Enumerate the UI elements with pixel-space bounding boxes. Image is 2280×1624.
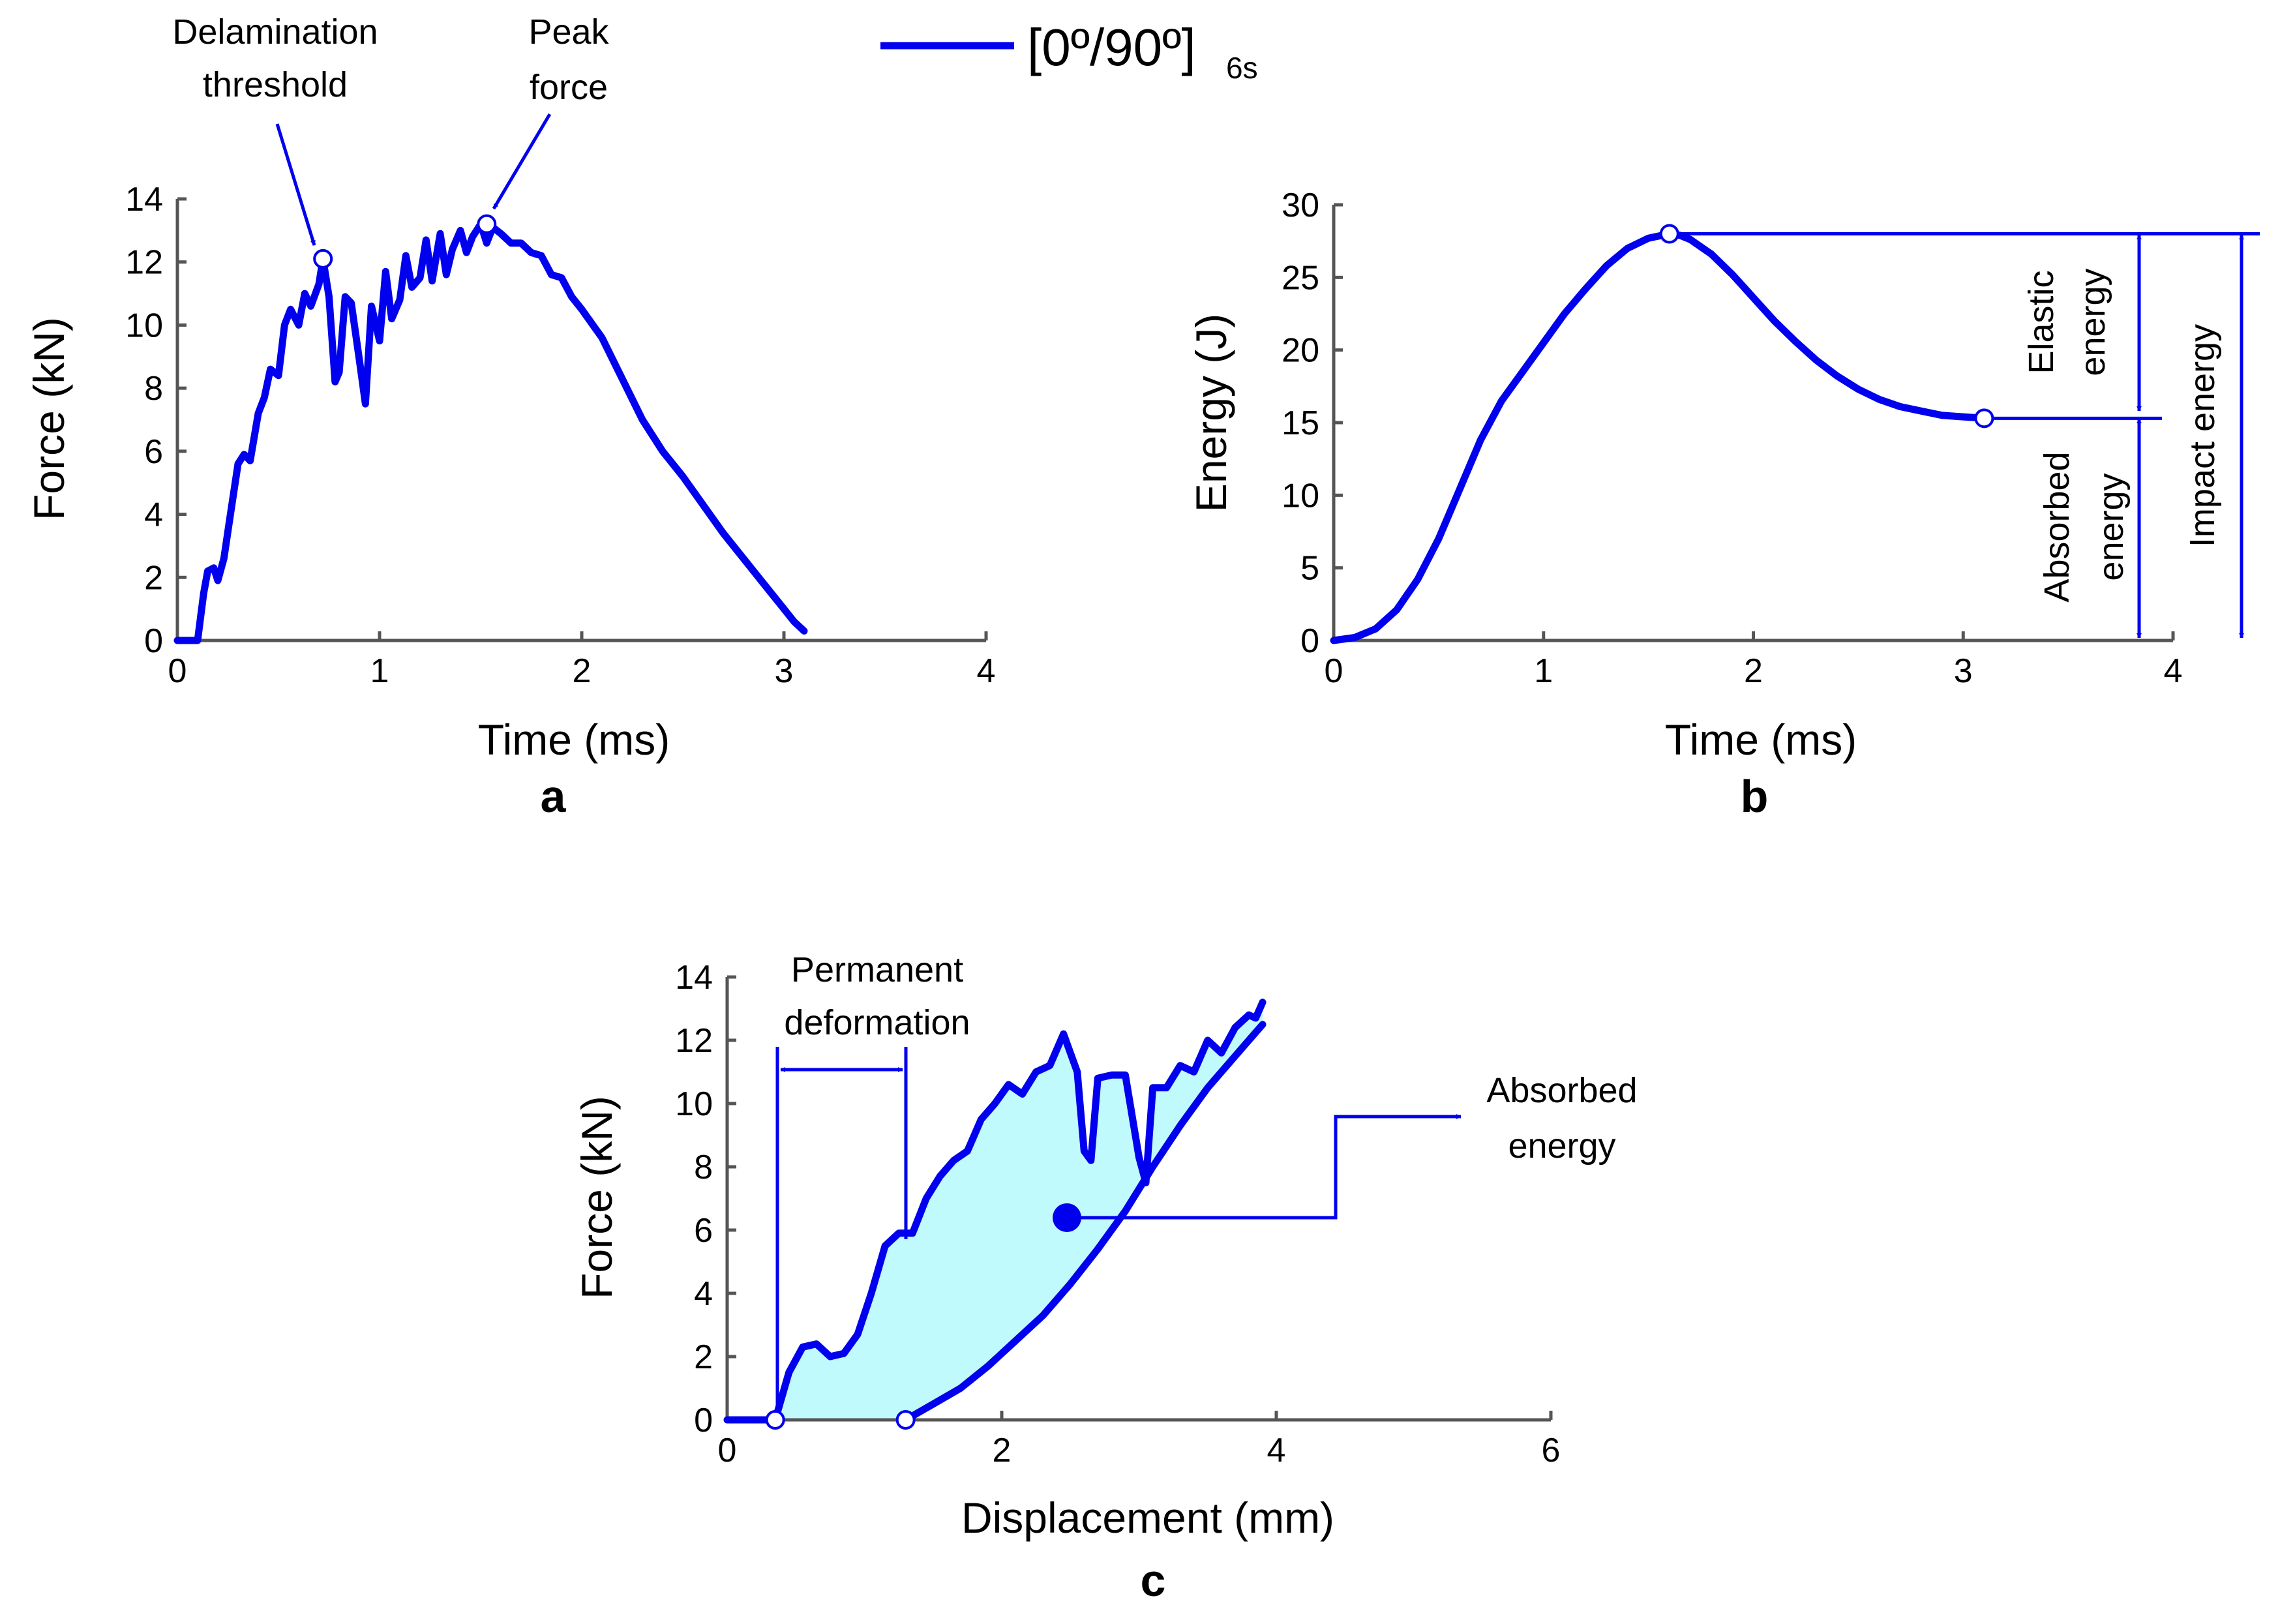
legend-label: [0º/90º] [1027,18,1196,76]
chart-a-ylabel: Force (kN) [25,317,73,520]
chart-a-ytick-label: 0 [144,622,163,660]
chart-b-xtick-label: 4 [2164,652,2183,690]
chart-a-xlabel: Time (ms) [478,715,670,764]
chart-c-panel-label: c [1141,1555,1166,1606]
chart-c: 0 2 4 6 0 2 4 6 8 10 12 14 Displacement (mm) Force … [573,950,1638,1606]
chart-c-ytick-label: 10 [675,1085,713,1123]
chart-b-ytick-label: 5 [1300,550,1319,588]
chart-c-xtick-label: 6 [1542,1432,1561,1469]
annotation-delamination-label-line2: threshold [203,65,348,104]
chart-c-loading-line [723,999,1267,1424]
chart-a-axes [175,199,986,642]
permanent-deformation-label-line2: deformation [784,1003,970,1042]
annotation-peak-label-line1: Peak [528,12,609,52]
chart-b-ytick-label: 0 [1300,622,1319,660]
impact-energy-label: Impact energy [2183,324,2222,547]
chart-b-series-line [1330,230,1988,644]
absorbed-energy-c-label-line1: Absorbed [1486,1071,1637,1110]
chart-b-panel-label: b [1741,771,1769,822]
final-energy-marker [1974,408,1994,429]
chart-a-ytick-label: 6 [144,433,163,471]
chart-a-xtick-label: 4 [977,652,996,690]
annotation-peak-force: Peak force [477,12,610,234]
chart-a-ytick-label: 12 [125,244,163,282]
chart-a-panel-label: a [541,771,567,822]
annotation-peak-arrow [492,113,552,210]
deformation-end-marker [895,1410,916,1430]
annotation-peak-label-line2: force [530,68,608,107]
chart-c-ytick-label: 6 [694,1212,713,1250]
chart-b-ytick-label: 10 [1282,477,1319,515]
chart-c-xtick-label: 2 [993,1432,1012,1469]
chart-c-xtick-label: 0 [718,1432,737,1469]
chart-c-xtick-label: 4 [1267,1432,1286,1469]
chart-c-ytick-label: 14 [675,959,713,997]
chart-a-xtick-label: 0 [168,652,187,690]
chart-b-ticks: 0 1 2 3 4 0 5 10 15 20 25 30 [1282,187,2182,690]
chart-b-xtick-label: 3 [1954,652,1973,690]
absorbed-energy-label-line2: energy [2092,473,2131,580]
chart-a-ytick-label: 8 [144,370,163,408]
chart-c-xlabel: Displacement (mm) [961,1494,1334,1542]
chart-c-ytick-label: 12 [675,1022,713,1060]
chart-b-xlabel: Time (ms) [1665,715,1857,764]
chart-a-xtick-label: 1 [370,652,389,690]
chart-c-ytick-label: 8 [694,1149,713,1186]
absorbed-energy-leader [1067,1114,1462,1220]
chart-a-ytick-label: 2 [144,559,163,597]
deformation-start-marker [765,1410,785,1430]
chart-a-xtick-label: 2 [573,652,592,690]
chart-a-ytick-label: 10 [125,307,163,344]
chart-b-ytick-label: 25 [1282,259,1319,297]
legend-subscript: 6s [1226,51,1258,85]
annotation-permanent-deformation: Permanent deformation [765,950,970,1430]
absorbed-energy-c-label-line2: energy [1508,1126,1615,1165]
chart-b-ytick-label: 15 [1282,404,1319,442]
chart-c-unloading-line [902,1021,1267,1424]
peak-force-marker [477,214,497,234]
chart-b-xtick-label: 1 [1534,652,1553,690]
absorbed-energy-label-line1: Absorbed [2037,451,2077,602]
chart-b-xtick-label: 2 [1744,652,1763,690]
chart-a-xtick-label: 3 [775,652,794,690]
annotation-absorbed-energy: Absorbed energy [1053,1071,1638,1232]
chart-a-series-line [173,220,808,644]
chart-c-ylabel: Force (kN) [573,1096,621,1299]
annotation-delamination: Delamination threshold [172,12,378,269]
chart-b-xtick-label: 0 [1325,652,1343,690]
legend: [0º/90º] 6s [880,18,1258,85]
delamination-threshold-marker [313,248,333,269]
permanent-deformation-label-line1: Permanent [791,950,963,989]
annotation-delamination-label-line1: Delamination [172,12,378,52]
max-energy-marker [1659,224,1679,244]
chart-c-ytick-label: 4 [694,1275,713,1313]
annotation-delamination-arrow [275,123,316,246]
chart-b-ytick-label: 30 [1282,187,1319,224]
chart-c-ticks: 0 2 4 6 0 2 4 6 8 10 12 14 [675,959,1560,1469]
chart-b-ylabel: Energy (J) [1187,314,1235,512]
chart-b: 0 1 2 3 4 0 5 10 15 20 25 30 Time (ms) Energy (J) b… [1187,187,2260,822]
chart-c-ytick-label: 2 [694,1338,713,1376]
absorbed-energy-area [775,1002,1263,1420]
chart-b-ytick-label: 20 [1282,332,1319,370]
energy-annotations: Elastic energy Absorbed energy Impact en… [1659,224,2260,639]
elastic-energy-label-line2: energy [2073,268,2112,376]
chart-a-ytick-label: 4 [144,496,163,534]
chart-c-ytick-label: 0 [694,1402,713,1439]
elastic-energy-label-line1: Elastic [2022,270,2061,374]
chart-a-ytick-label: 14 [125,181,163,218]
